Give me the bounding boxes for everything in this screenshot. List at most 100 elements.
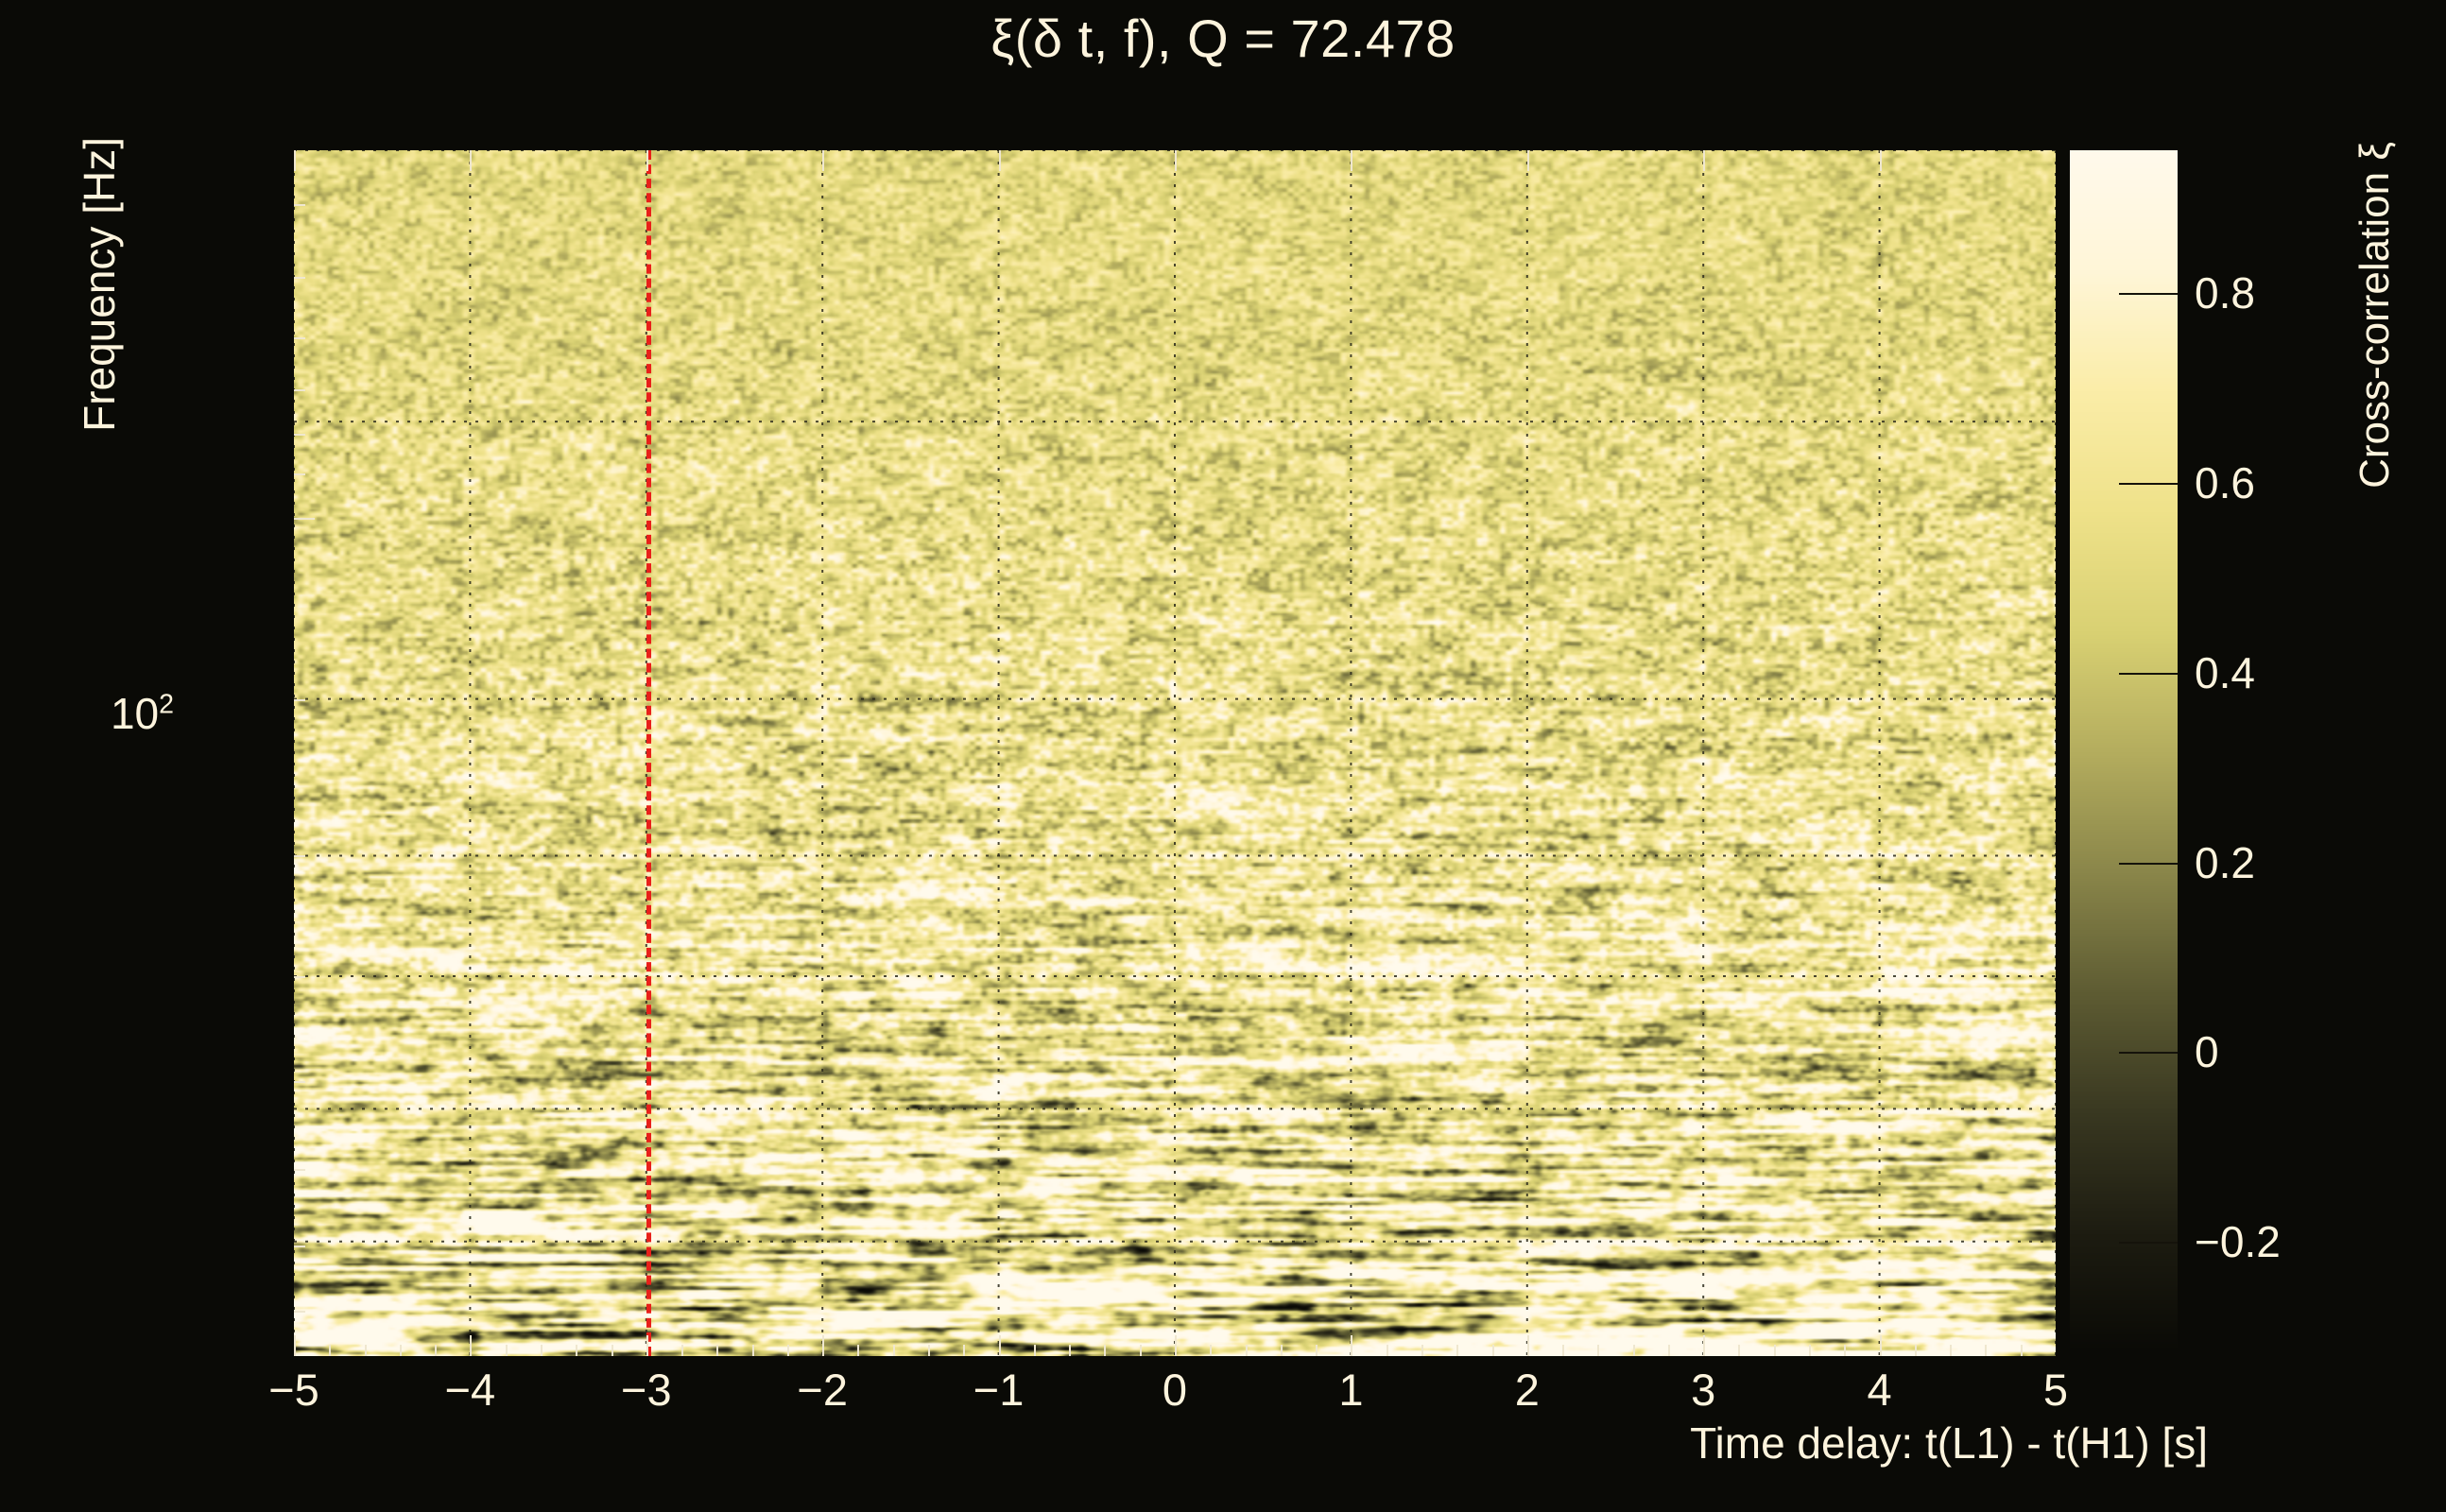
x-tick-minor (1456, 1345, 1459, 1356)
x-axis-tick-label: −2 (797, 1365, 848, 1415)
x-tick-minor (963, 1345, 966, 1356)
y-tick-minor (294, 1310, 305, 1313)
x-tick-major-top (822, 150, 825, 171)
x-tick-major-top (470, 150, 473, 171)
figure-title: ξ(δ t, f), Q = 72.478 (990, 9, 1456, 68)
x-tick-minor (2020, 1345, 2023, 1356)
x-tick-major (294, 1335, 296, 1356)
colorbar-tick-label: −0.2 (2195, 1217, 2281, 1267)
x-tick-minor (1210, 1345, 1213, 1356)
x-tick-minor (540, 1345, 543, 1356)
x-tick-minor (364, 1345, 367, 1356)
x-tick-minor (1597, 1345, 1600, 1356)
x-tick-minor (1104, 1345, 1107, 1356)
x-tick-major (1175, 1335, 1177, 1356)
y-tick-minor (294, 433, 305, 436)
x-tick-minor (681, 1345, 684, 1356)
colorbar-tick-label: 0.4 (2195, 647, 2255, 697)
x-tick-major-top (1526, 150, 1529, 171)
x-tick-major (1879, 1335, 1882, 1356)
x-axis-tick-label: 5 (2042, 1365, 2069, 1415)
colorbar[interactable] (2070, 150, 2178, 1356)
x-axis-tick-label: −1 (973, 1365, 1025, 1415)
x-tick-major-top (294, 150, 296, 171)
colorbar-tick-label: 0.6 (2195, 457, 2255, 507)
spectrogram-plot-area[interactable] (294, 150, 2056, 1356)
x-tick-minor (1950, 1345, 1953, 1356)
x-tick-major (646, 1335, 648, 1356)
x-tick-major (1526, 1335, 1529, 1356)
x-tick-minor (1738, 1345, 1741, 1356)
y-tick-minor (294, 1169, 305, 1172)
x-tick-minor (1139, 1345, 1142, 1356)
x-tick-minor (399, 1345, 402, 1356)
x-axis-label: Time delay: t(L1) - t(H1) [s] (1690, 1418, 2208, 1468)
y-tick-minor (294, 472, 305, 475)
colorbar-tick-label: 0.2 (2195, 837, 2255, 887)
y-tick-minor (294, 276, 305, 279)
x-tick-major-top (1703, 150, 1706, 171)
x-tick-minor (329, 1345, 332, 1356)
x-tick-minor (1386, 1345, 1388, 1356)
y-tick-minor (294, 1245, 305, 1247)
x-tick-major (822, 1335, 825, 1356)
x-tick-minor (576, 1345, 578, 1356)
x-axis-tick-label: 3 (1691, 1365, 1716, 1415)
colorbar-tick (2119, 482, 2178, 485)
y-tick-minor (294, 204, 305, 207)
x-tick-minor (1033, 1345, 1036, 1356)
x-tick-minor (751, 1345, 754, 1356)
x-tick-minor (1773, 1345, 1776, 1356)
x-tick-major-top (1351, 150, 1353, 171)
y-tick-minor (294, 336, 305, 339)
y-tick-minor (294, 855, 305, 858)
x-tick-minor (1667, 1345, 1670, 1356)
x-tick-minor (1280, 1345, 1283, 1356)
x-axis-tick-label: 2 (1514, 1365, 1540, 1415)
x-tick-minor (928, 1345, 931, 1356)
x-tick-minor (1985, 1345, 1988, 1356)
colorbar-tick (2119, 862, 2178, 865)
x-tick-minor (611, 1345, 613, 1356)
x-tick-minor (1421, 1345, 1423, 1356)
x-axis-tick-label: −3 (621, 1365, 672, 1415)
x-tick-minor (857, 1345, 860, 1356)
colorbar-gradient (2070, 150, 2178, 1356)
x-tick-major-top (1879, 150, 1882, 171)
y-tick-exponent: 2 (159, 689, 174, 720)
x-tick-minor (1069, 1345, 1072, 1356)
x-tick-major (470, 1335, 473, 1356)
x-tick-minor (1844, 1345, 1847, 1356)
x-axis-tick-label: 1 (1338, 1365, 1364, 1415)
x-axis-tick-label: 4 (1867, 1365, 1892, 1415)
x-tick-minor (1562, 1345, 1565, 1356)
x-tick-minor (1491, 1345, 1494, 1356)
x-tick-minor (786, 1345, 789, 1356)
colorbar-tick-label: 0 (2195, 1027, 2219, 1077)
colorbar-tick-label: 0.8 (2195, 267, 2255, 318)
y-tick-minor (294, 976, 305, 979)
x-tick-minor (1632, 1345, 1635, 1356)
x-tick-minor (1809, 1345, 1812, 1356)
x-axis-tick-label: 0 (1162, 1365, 1188, 1415)
x-tick-minor (505, 1345, 508, 1356)
colorbar-tick (2119, 672, 2178, 675)
x-tick-major (1703, 1335, 1706, 1356)
colorbar-label: Cross-correlation ξ (2351, 142, 2398, 489)
x-tick-minor (435, 1345, 438, 1356)
y-axis-tick-label-100: 102 (111, 688, 174, 739)
x-tick-minor (1914, 1345, 1917, 1356)
x-axis-tick-label: −4 (444, 1365, 496, 1415)
x-tick-minor (1316, 1345, 1318, 1356)
spectrogram-image (294, 150, 2056, 1356)
x-tick-minor (716, 1345, 719, 1356)
colorbar-tick (2119, 1052, 2178, 1055)
y-tick-major (294, 518, 315, 521)
x-tick-major-top (1175, 150, 1177, 171)
y-axis-label: Frequency [Hz] (75, 137, 124, 432)
x-tick-minor (1245, 1345, 1248, 1356)
x-axis-tick-label: −5 (268, 1365, 319, 1415)
x-tick-major (1351, 1335, 1353, 1356)
y-tick-mantissa: 10 (110, 689, 160, 738)
